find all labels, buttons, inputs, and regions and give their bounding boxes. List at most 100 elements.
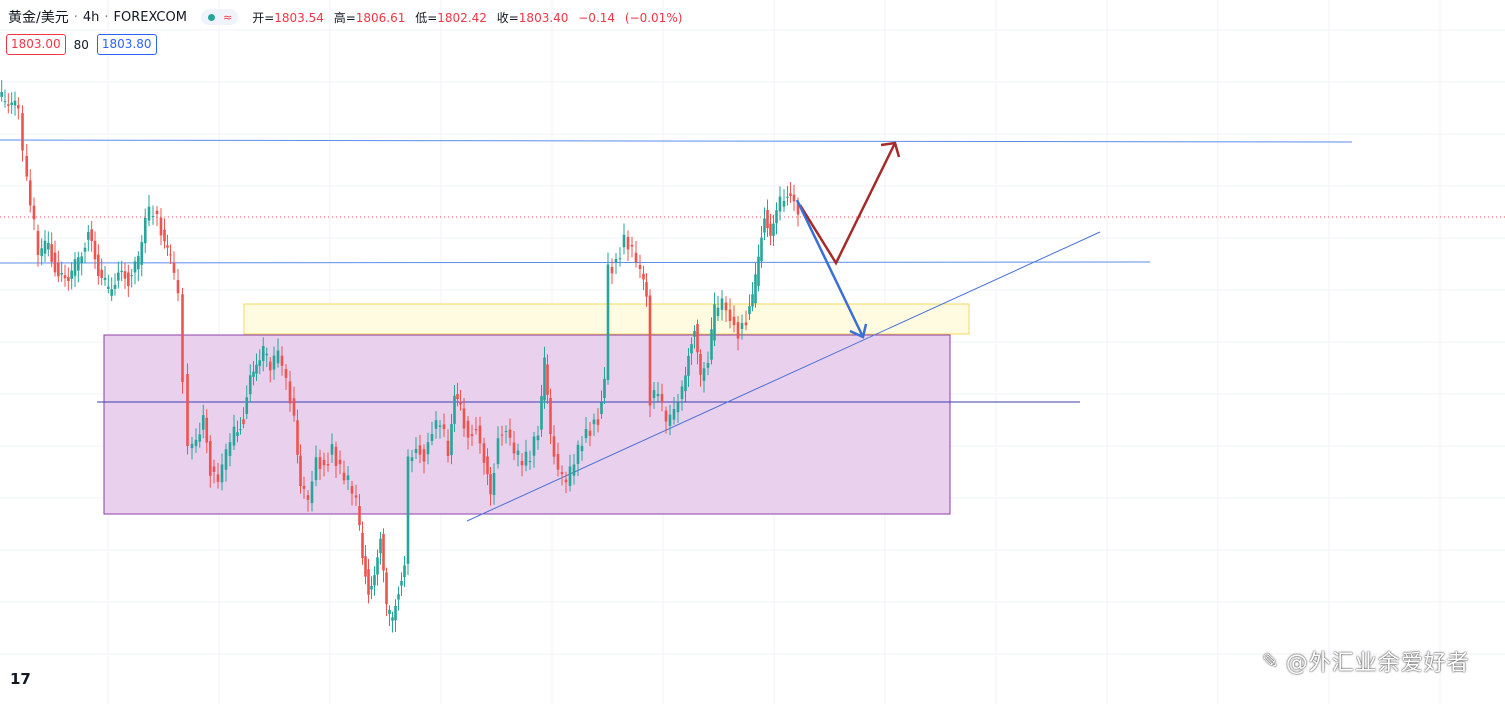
candle	[442, 413, 446, 438]
quote-bar: 1803.00 80 1803.80	[6, 34, 157, 55]
open-label: 开=	[252, 10, 275, 25]
candle	[276, 338, 280, 368]
candle	[350, 480, 354, 506]
candle-body	[376, 557, 379, 575]
candle	[354, 484, 358, 506]
candle	[80, 252, 83, 276]
trend-line[interactable]	[466, 231, 1101, 522]
tradingview-logo-icon[interactable]: 17	[10, 670, 31, 688]
candle-body	[757, 256, 760, 286]
candle-body	[205, 417, 209, 443]
candle-body	[720, 298, 724, 310]
candle-body	[453, 395, 456, 424]
candle	[456, 382, 459, 407]
candle-body	[676, 402, 680, 413]
candle	[572, 454, 576, 485]
candle-body	[754, 274, 757, 304]
candle-body	[634, 252, 638, 263]
candle	[676, 393, 680, 423]
candle-body	[580, 445, 584, 452]
candle	[385, 567, 388, 617]
candle	[532, 432, 536, 468]
candle	[224, 443, 228, 482]
bullish-scenario-arrow[interactable]	[798, 141, 901, 266]
candle	[693, 325, 696, 349]
candle	[478, 416, 482, 454]
interval-label[interactable]: 4h	[82, 9, 100, 25]
candle-body	[261, 346, 265, 361]
candle	[130, 269, 133, 288]
candle-body	[418, 445, 422, 455]
candle	[382, 528, 385, 583]
symbol-name[interactable]: 黄金/美元	[8, 10, 69, 26]
candle	[540, 384, 543, 437]
candle-body	[702, 368, 706, 381]
candle	[110, 277, 113, 301]
candle	[486, 448, 489, 486]
candle	[255, 353, 258, 382]
candle	[732, 305, 736, 333]
candle-body	[687, 355, 690, 376]
candle-body	[32, 205, 36, 220]
candle-body	[470, 434, 474, 437]
support-line-mid[interactable]	[0, 261, 1151, 264]
candle-body	[500, 434, 504, 436]
candle-body	[346, 475, 350, 480]
candle-body	[127, 272, 130, 286]
candle-body	[318, 457, 322, 469]
candle-body	[400, 580, 403, 586]
bearish-scenario-arrow[interactable]	[795, 199, 868, 339]
candle-body	[354, 495, 358, 498]
candle-body	[528, 460, 532, 462]
candle-body	[87, 231, 90, 240]
candle-body	[159, 217, 163, 236]
candle	[600, 390, 603, 419]
candle	[216, 462, 220, 489]
candle-body	[406, 456, 410, 564]
buy-price-button[interactable]: 1803.80	[96, 34, 157, 55]
resistance-line-top[interactable]	[0, 139, 1353, 143]
candle	[220, 453, 224, 491]
candle	[520, 453, 524, 477]
candle-body	[155, 210, 159, 215]
candle-body	[242, 419, 245, 424]
candle-body	[760, 237, 763, 262]
candle	[338, 450, 342, 475]
candle	[754, 262, 757, 308]
candle	[147, 194, 151, 227]
candle	[687, 348, 690, 387]
candle	[248, 364, 252, 402]
candle	[406, 449, 410, 576]
candle-body	[284, 369, 288, 378]
candle	[77, 251, 80, 283]
candle	[660, 383, 664, 412]
candle	[314, 445, 318, 487]
candle-body	[224, 449, 228, 470]
candle	[414, 437, 418, 460]
candle	[446, 429, 450, 463]
demand-zone-box[interactable]	[103, 334, 951, 515]
candle	[261, 337, 265, 372]
spread-value: 80	[73, 37, 89, 52]
candle	[90, 221, 93, 252]
candle	[155, 206, 159, 227]
candle-body	[0, 92, 3, 97]
candle	[720, 290, 724, 321]
candle	[652, 381, 656, 409]
candle-body	[576, 444, 580, 464]
market-status-pill[interactable]: ≈	[200, 9, 239, 25]
candle	[367, 558, 370, 604]
candle	[588, 421, 592, 447]
candle	[792, 184, 796, 211]
high-value: 1806.61	[355, 10, 406, 25]
candle-body	[778, 196, 782, 212]
candle	[280, 346, 284, 376]
candle	[696, 319, 699, 365]
candle	[166, 234, 169, 256]
candle	[47, 231, 50, 257]
candle-body	[326, 464, 330, 466]
candle-body	[73, 259, 77, 276]
sell-price-button[interactable]: 1803.00	[6, 34, 66, 55]
candle-body	[40, 248, 43, 256]
